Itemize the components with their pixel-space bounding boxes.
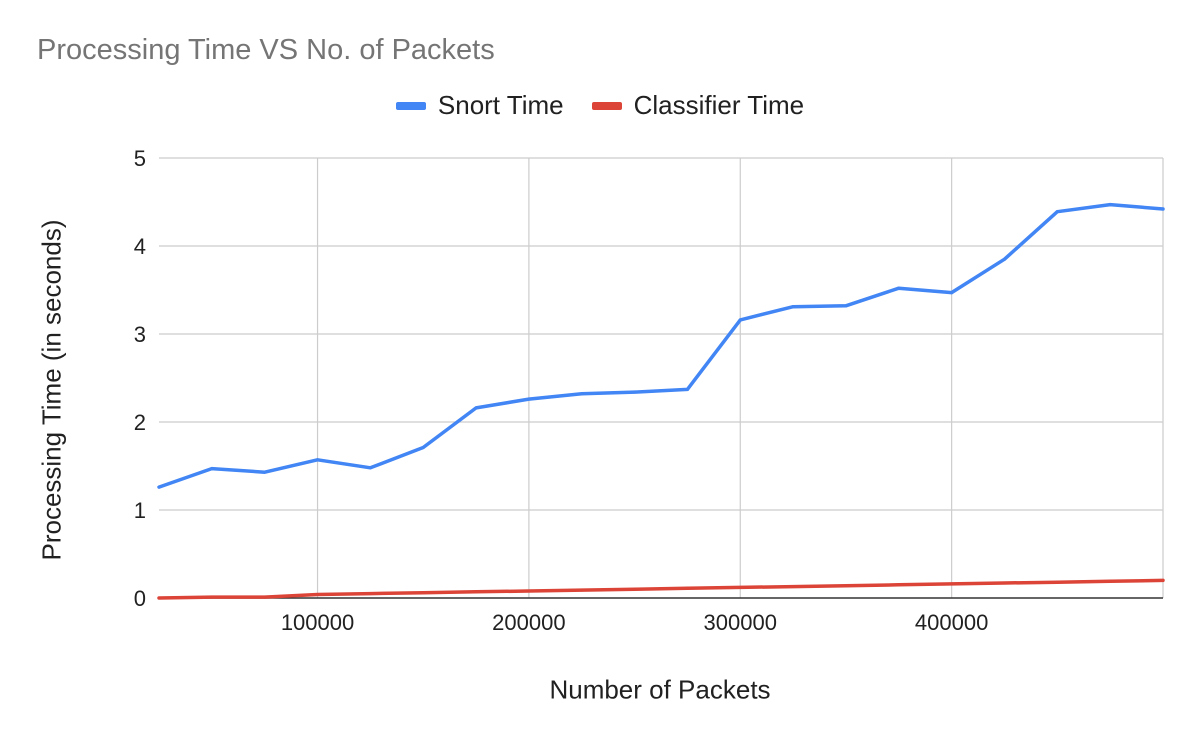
data-point-snort [210,467,214,471]
x-tick-label: 200000 [492,610,565,635]
y-tick-label: 2 [134,410,146,435]
data-point-classifier [421,591,425,595]
data-point-snort [1002,257,1006,261]
data-point-snort [738,318,742,322]
legend-label-classifier: Classifier Time [633,90,805,120]
data-point-classifier [527,589,531,593]
data-point-classifier [474,590,478,594]
y-tick-label: 5 [134,146,146,171]
data-point-classifier [157,596,161,600]
y-tick-label: 4 [134,234,146,259]
y-tick-label: 1 [134,498,146,523]
data-point-snort [633,390,637,394]
data-point-snort [421,446,425,450]
data-point-snort [527,397,531,401]
series-line-classifier [157,578,1165,600]
legend: Snort Time Classifier Time [0,90,1200,121]
legend-item-classifier: Classifier Time [591,90,805,121]
legend-swatch-classifier [591,101,622,110]
data-point-classifier [580,588,584,592]
data-point-snort [580,392,584,396]
series-line-snort [157,202,1165,489]
legend-label-snort: Snort Time [437,90,564,120]
data-point-classifier [844,584,848,588]
data-point-classifier [1108,579,1112,583]
chart-title: Processing Time VS No. of Packets [37,34,495,66]
data-point-classifier [633,587,637,591]
data-point-snort [316,458,320,462]
data-point-classifier [1055,580,1059,584]
data-point-classifier [791,585,795,589]
data-point-snort [1108,203,1112,207]
data-point-snort [791,305,795,309]
data-point-classifier [897,583,901,587]
data-point-classifier [316,592,320,596]
data-point-snort [263,470,267,474]
legend-item-snort: Snort Time [395,90,564,121]
data-point-classifier [738,585,742,589]
data-point-snort [685,387,689,391]
data-point-classifier [1002,581,1006,585]
x-tick-label: 300000 [704,610,777,635]
data-point-classifier [1161,578,1165,582]
x-tick-label: 400000 [915,610,988,635]
data-point-snort [368,466,372,470]
data-point-classifier [685,586,689,590]
data-point-classifier [210,595,214,599]
data-point-snort [950,291,954,295]
data-point-classifier [950,582,954,586]
data-point-classifier [263,595,267,599]
data-point-snort [157,485,161,489]
y-tick-label: 3 [134,322,146,347]
data-point-snort [1055,210,1059,214]
data-point-snort [897,286,901,290]
legend-swatch-snort [395,101,426,110]
data-point-snort [844,304,848,308]
y-axis-title: Processing Time (in seconds) [36,219,67,561]
data-point-snort [1161,207,1165,211]
x-axis-title: Number of Packets [549,674,771,705]
data-point-classifier [368,592,372,596]
y-tick-label: 0 [134,586,146,611]
data-point-snort [474,406,478,410]
x-tick-label: 100000 [281,610,354,635]
